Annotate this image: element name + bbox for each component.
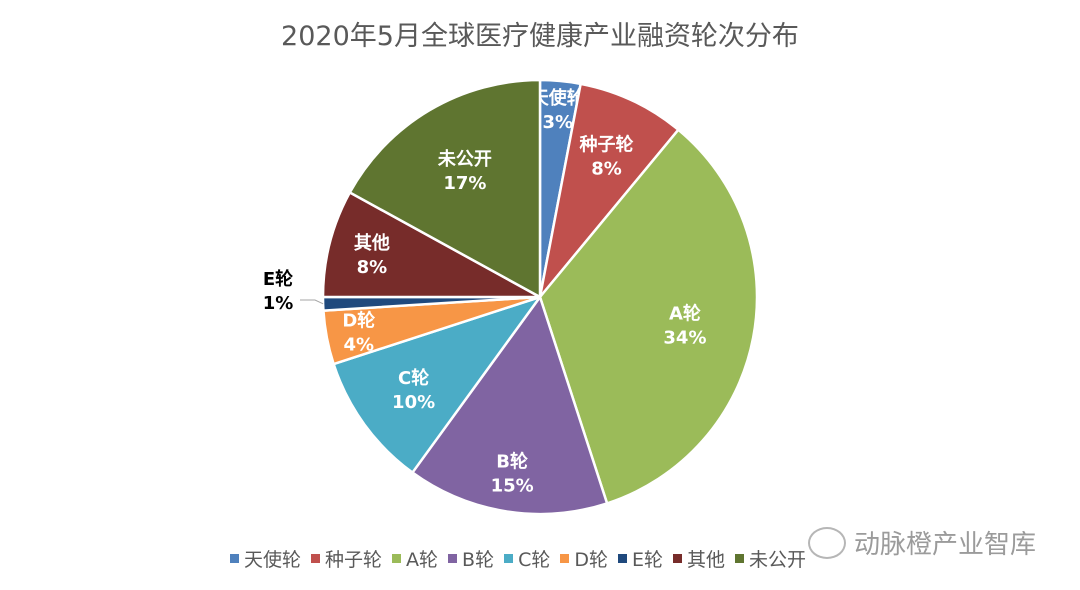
legend-item: 未公开 <box>735 545 806 572</box>
data-label-percent: 3% <box>542 112 573 133</box>
legend-label: B轮 <box>462 549 495 571</box>
legend-label: D轮 <box>574 549 608 571</box>
legend-swatch <box>735 554 745 563</box>
pie-slice-1 <box>538 82 681 298</box>
data-label-percent: 34% <box>663 328 706 349</box>
legend-swatch <box>560 554 570 563</box>
legend-label: A轮 <box>406 549 439 571</box>
legend-item: B轮 <box>448 545 494 572</box>
legend-item: 其他 <box>673 545 725 572</box>
legend: 天使轮 种子轮 A轮 B轮 C轮 D轮 E轮 其他 未公开 <box>230 545 806 572</box>
data-label-category: C轮 <box>398 367 429 389</box>
watermark-text: 动脉橙产业智库 <box>854 530 1037 560</box>
legend-item: E轮 <box>618 545 663 572</box>
legend-item: D轮 <box>560 545 608 572</box>
legend-label: C轮 <box>518 549 551 571</box>
legend-swatch <box>392 554 402 563</box>
legend-label: E轮 <box>632 549 664 571</box>
legend-swatch <box>311 554 321 563</box>
legend-swatch <box>673 554 683 563</box>
wechat-icon <box>808 526 846 559</box>
legend-label: 未公开 <box>749 549 807 571</box>
data-label-percent: 4% <box>344 335 375 356</box>
data-label-percent: 15% <box>491 476 534 497</box>
legend-item: C轮 <box>504 545 550 572</box>
legend-item: A轮 <box>392 545 438 572</box>
legend-label: 其他 <box>687 549 726 571</box>
pie-slice-2 <box>538 128 759 505</box>
data-label-category: 天使轮 <box>531 87 585 109</box>
data-label-category: A轮 <box>669 303 701 325</box>
pie-slice-7 <box>321 190 541 299</box>
data-label-category: 其他 <box>354 232 390 254</box>
pie-slice-3 <box>410 294 609 516</box>
pie-slice-8 <box>348 78 542 300</box>
data-label-category: 种子轮 <box>579 134 634 156</box>
data-label-category: 未公开 <box>438 149 492 170</box>
data-label-category: E轮 <box>263 268 293 290</box>
legend-swatch <box>448 554 458 563</box>
legend-label: 天使轮 <box>244 549 302 571</box>
watermark: 动脉橙产业智库 <box>808 524 1036 561</box>
legend-item: 天使轮 <box>230 545 301 572</box>
data-label-percent: 17% <box>443 173 486 194</box>
data-label-category: B轮 <box>496 451 528 473</box>
data-label-percent: 1% <box>263 293 294 314</box>
legend-label: 种子轮 <box>325 549 383 571</box>
leader-line <box>300 299 324 305</box>
legend-swatch <box>230 554 239 563</box>
data-label-percent: 8% <box>591 159 622 180</box>
legend-swatch <box>618 554 627 563</box>
data-label-category: D轮 <box>342 310 375 332</box>
pie-slice-4 <box>332 294 544 475</box>
data-label-percent: 8% <box>357 257 388 278</box>
chart-title: 2020年5月全球医疗健康产业融资轮次分布 <box>281 21 799 52</box>
legend-swatch <box>504 554 514 563</box>
data-label-percent: 10% <box>392 392 435 413</box>
legend-item: 种子轮 <box>311 545 382 572</box>
